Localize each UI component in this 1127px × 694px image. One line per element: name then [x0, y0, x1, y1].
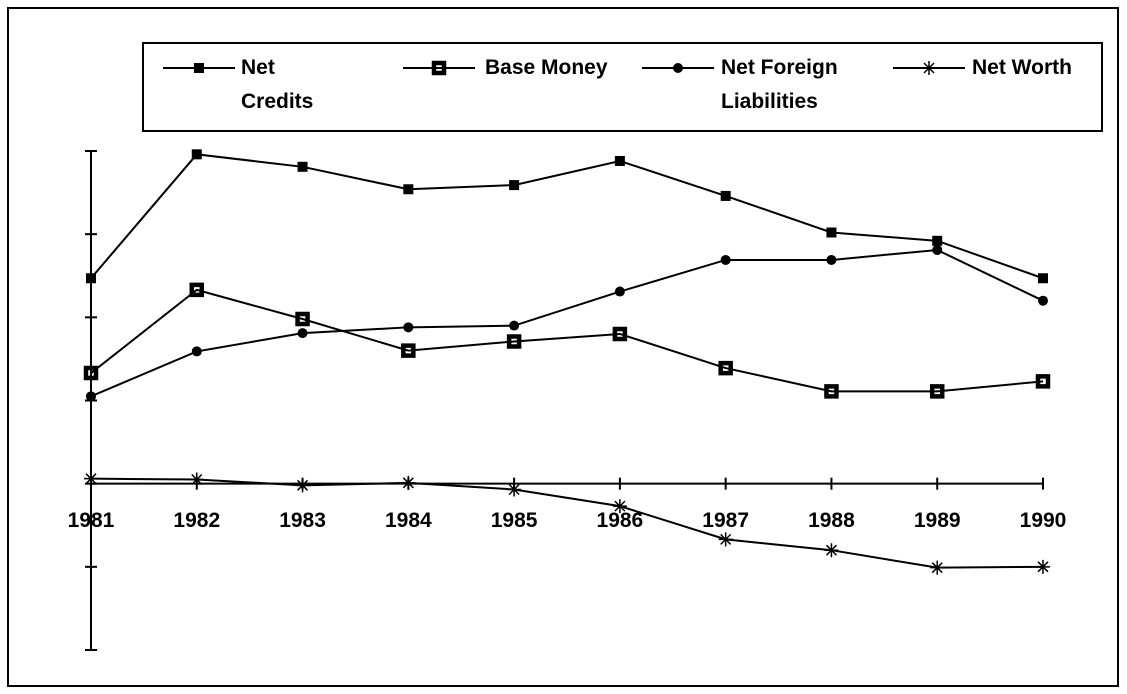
point — [673, 63, 683, 73]
point — [297, 328, 308, 339]
point — [401, 475, 416, 490]
point — [401, 343, 416, 358]
point — [720, 190, 731, 201]
series-line — [90, 248, 1044, 398]
point — [509, 320, 520, 331]
point — [922, 61, 936, 75]
series-line — [90, 288, 1044, 393]
x-tick-label: 1989 — [914, 509, 961, 532]
legend-label: Base Money — [485, 56, 608, 79]
point — [1036, 559, 1050, 574]
point — [718, 360, 733, 376]
point — [826, 254, 837, 265]
point — [191, 149, 202, 160]
legend-label: Net Credits — [241, 56, 314, 113]
point — [932, 244, 943, 255]
x-tick-label: 1981 — [68, 509, 115, 532]
point — [826, 227, 837, 238]
point — [1038, 273, 1048, 284]
x-tick-label: 1987 — [702, 509, 749, 532]
point — [1038, 295, 1048, 306]
chart-border — [7, 7, 1119, 687]
x-tick-label: 1990 — [1020, 509, 1067, 532]
point — [614, 286, 625, 297]
point — [189, 282, 205, 298]
point — [194, 63, 204, 73]
point — [929, 384, 945, 399]
point — [930, 560, 945, 575]
point — [86, 391, 96, 402]
point — [403, 322, 414, 333]
series-line — [90, 477, 1044, 569]
point — [295, 311, 310, 327]
legend-box — [142, 42, 1103, 132]
point — [431, 60, 447, 76]
point — [612, 499, 627, 514]
point — [191, 346, 202, 357]
series-line — [90, 153, 1044, 280]
x-tick-label: 1982 — [173, 509, 220, 532]
point — [86, 273, 96, 284]
point — [507, 482, 522, 497]
point — [403, 184, 414, 195]
legend-label: Net Worth — [972, 56, 1072, 79]
point — [824, 543, 839, 558]
point — [612, 326, 628, 342]
point — [509, 180, 520, 191]
x-tick-label: 1986 — [597, 509, 644, 532]
point — [1035, 374, 1051, 389]
point — [297, 161, 308, 172]
point — [720, 254, 731, 265]
point — [718, 532, 733, 547]
point — [83, 365, 99, 381]
point — [295, 478, 310, 493]
x-tick-label: 1984 — [385, 509, 432, 532]
x-tick-label: 1988 — [808, 509, 855, 532]
point — [932, 235, 943, 246]
point — [614, 155, 625, 166]
x-tick-label: 1983 — [279, 509, 326, 532]
point — [189, 472, 204, 487]
point — [824, 384, 839, 399]
point — [84, 471, 98, 486]
point — [506, 334, 522, 349]
x-tick-label: 1985 — [491, 509, 538, 532]
legend-label: Net Foreign Liabilities — [721, 56, 838, 113]
